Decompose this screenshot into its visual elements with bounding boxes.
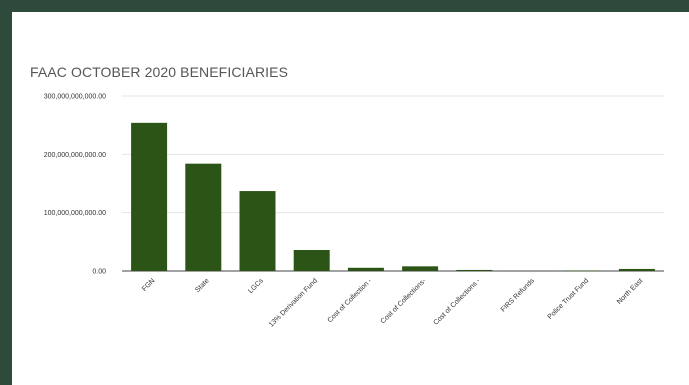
bar: [293, 250, 330, 271]
bar: [564, 270, 601, 271]
x-tick-label: Cost of Collection -: [327, 277, 374, 324]
x-tick-label: 13% Derivation Fund: [268, 277, 319, 328]
bar-chart: 0.00 100,000,000,000.00 200,000,000,000.00…: [44, 94, 664, 329]
x-tick-label: LGCs: [247, 277, 265, 295]
bar: [185, 163, 222, 271]
x-tick-label: Police Trust Fund: [547, 277, 591, 321]
y-tick-label: 200,000,000,000.00: [44, 152, 106, 159]
chart-title: FAAC OCTOBER 2020 BENEFICIARIES: [30, 64, 289, 80]
bar: [131, 122, 168, 271]
bar: [402, 266, 439, 271]
bar: [456, 269, 493, 271]
x-tick-label: Cost of Collections-: [380, 277, 428, 325]
bar: [239, 191, 276, 271]
y-tick-label: 300,000,000,000.00: [44, 94, 106, 101]
chart-card: FAAC OCTOBER 2020 BENEFICIARIES 0.00 100,…: [12, 12, 689, 385]
x-tick-label: North East: [616, 277, 644, 305]
x-tick-label: Cost of Collections -: [432, 277, 482, 327]
x-tick-label: State: [194, 277, 211, 294]
y-tick-label: 0.00: [92, 269, 106, 276]
bar: [347, 267, 384, 271]
x-tick-label: FIRS Refunds: [500, 277, 536, 313]
x-tick-label: FGN: [141, 277, 156, 292]
bar: [618, 268, 655, 271]
y-tick-label: 100,000,000,000.00: [44, 210, 106, 217]
